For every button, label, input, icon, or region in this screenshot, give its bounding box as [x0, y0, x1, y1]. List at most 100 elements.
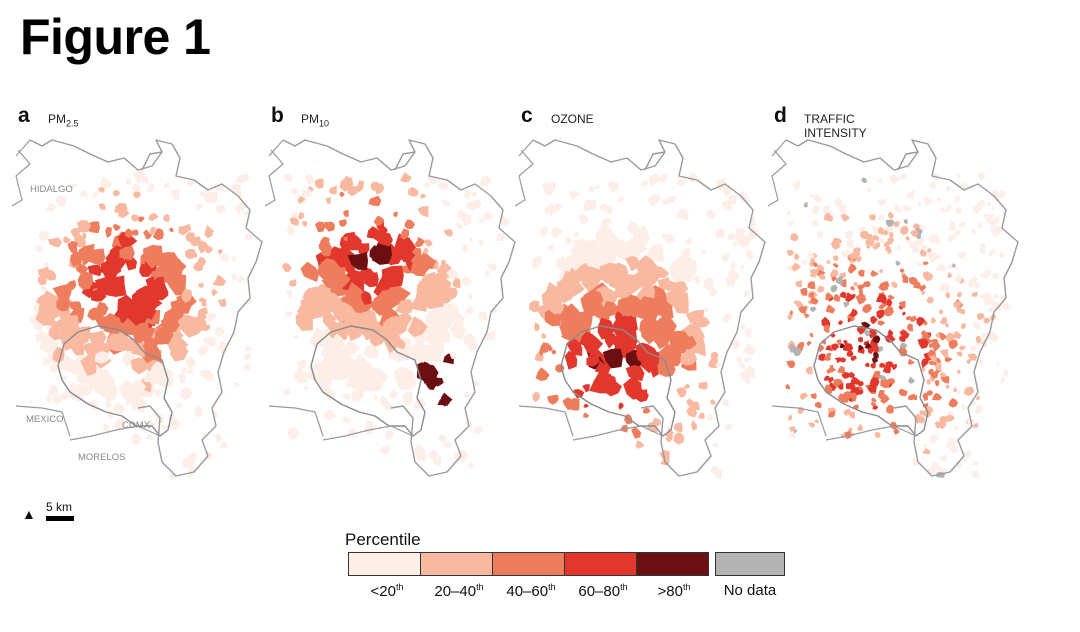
map-patch — [839, 291, 847, 299]
map-patch — [673, 432, 685, 445]
map-patch — [863, 329, 871, 337]
map-patch — [394, 233, 417, 262]
map-patch — [100, 176, 113, 189]
map-patch — [98, 203, 106, 210]
map-patch — [34, 245, 44, 254]
panel-title: TRAFFIC INTENSITY — [804, 112, 867, 140]
map-patch — [289, 217, 300, 226]
map-patch — [205, 336, 217, 347]
map-patch — [45, 203, 53, 212]
map-patch — [745, 226, 760, 242]
map-patch — [830, 284, 838, 293]
map-patch — [916, 262, 922, 267]
map-patch — [599, 262, 619, 284]
map-patch — [963, 450, 972, 458]
map-patch — [952, 263, 956, 268]
map-patch — [885, 246, 891, 253]
map-patch — [545, 344, 552, 349]
map-patch — [939, 317, 948, 325]
map-patch — [594, 360, 611, 376]
map-patch — [966, 359, 972, 365]
map-patch — [922, 448, 931, 455]
map-patch — [923, 444, 928, 449]
map-patch — [878, 374, 887, 381]
map-patch — [878, 309, 884, 316]
map-patch — [602, 239, 627, 259]
map-patch — [918, 237, 925, 245]
map-patch — [441, 318, 453, 331]
map-patch — [745, 249, 753, 257]
map-patch — [138, 216, 145, 223]
map-patch — [792, 181, 801, 192]
map-patch — [315, 221, 326, 233]
map-patch — [945, 334, 951, 339]
map-patch — [984, 296, 994, 306]
map-patch — [900, 330, 910, 339]
map-patch — [87, 307, 101, 321]
map-patch — [428, 450, 439, 459]
map-patch — [907, 393, 916, 401]
map-patch — [551, 227, 563, 239]
map-patch — [383, 317, 400, 333]
map-patch — [958, 252, 967, 259]
map-patch — [551, 349, 557, 355]
map-patch — [169, 227, 174, 232]
map-patch — [939, 415, 949, 424]
map-patch — [479, 182, 485, 187]
map-patch — [51, 321, 60, 334]
map-patch — [637, 255, 658, 272]
map-patch — [743, 343, 756, 355]
map-patch — [655, 266, 670, 278]
map-patch — [939, 349, 949, 358]
map-patch — [967, 277, 980, 289]
map-patch — [722, 397, 729, 407]
map-patch — [373, 394, 379, 401]
map-patch — [743, 357, 752, 363]
map-patch — [154, 326, 174, 345]
map-patch — [599, 300, 618, 318]
map-patch — [1003, 368, 1009, 377]
map-patch — [424, 239, 433, 247]
map-patch — [823, 375, 830, 381]
map-patch — [577, 213, 589, 225]
map-patch — [843, 340, 848, 345]
map-patch — [979, 294, 985, 299]
map-patch — [971, 470, 980, 479]
map-patch — [244, 232, 253, 241]
traffic-intensity-map — [768, 139, 1019, 479]
map-patch — [662, 198, 670, 205]
map-patch — [648, 174, 659, 187]
map-patch — [38, 230, 50, 242]
map-patch — [631, 426, 642, 439]
map-patch — [529, 300, 540, 313]
map-patch — [929, 434, 939, 444]
map-patch — [831, 276, 837, 282]
map-patch — [234, 381, 240, 387]
panel-title: OZONE — [551, 112, 594, 126]
map-patch — [847, 263, 857, 274]
map-patch — [663, 280, 677, 292]
map-patch — [895, 260, 901, 266]
map-patch — [859, 226, 865, 232]
map-patch — [858, 289, 863, 294]
map-patch — [574, 238, 598, 263]
map-patch — [934, 421, 943, 429]
map-patch — [452, 277, 461, 288]
map-patch — [181, 288, 192, 303]
map-patch — [971, 291, 978, 297]
map-patch — [967, 353, 978, 361]
map-patch — [420, 193, 427, 199]
map-patch — [63, 236, 71, 244]
map-patch — [786, 249, 795, 257]
map-patch — [149, 226, 158, 236]
map-patch — [838, 393, 846, 402]
map-patch — [866, 188, 872, 193]
map-patch — [543, 186, 555, 197]
map-patch — [314, 178, 324, 189]
map-patch — [993, 294, 999, 299]
map-patch — [858, 269, 865, 277]
map-patch — [786, 210, 791, 215]
map-patch — [348, 428, 357, 437]
map-patch — [43, 261, 49, 268]
map-patch — [945, 384, 950, 390]
